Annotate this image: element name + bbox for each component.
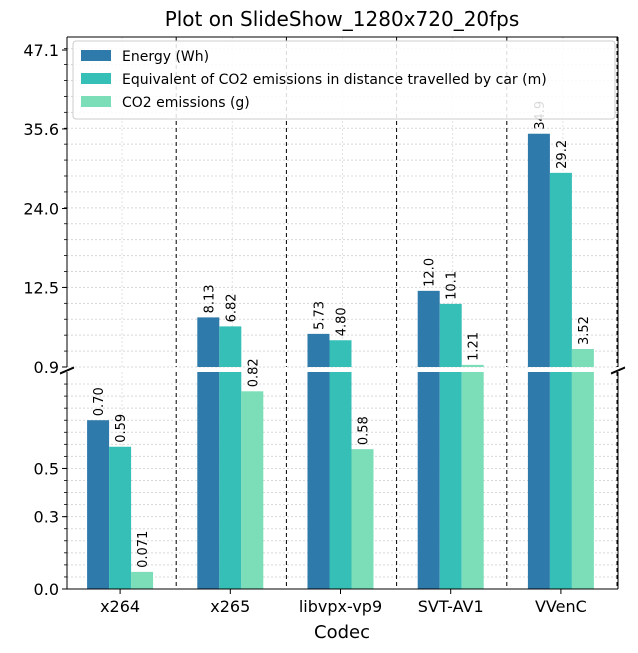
bar: [307, 372, 330, 589]
legend-entry-label: Energy (Wh): [122, 49, 209, 65]
bar: [241, 391, 264, 589]
legend-entry-label: CO2 emissions (g): [122, 95, 250, 111]
data-label: 5.73: [313, 301, 328, 330]
axis-break-mark: [59, 367, 75, 375]
bar: [571, 372, 594, 589]
bar: [571, 349, 594, 367]
bar: [197, 317, 220, 367]
bar: [527, 372, 550, 589]
bar: [219, 372, 242, 589]
bar: [461, 364, 484, 367]
data-label: 6.82: [224, 293, 239, 322]
legend-box: [72, 40, 616, 120]
data-label: 8.13: [202, 284, 217, 313]
bars: [87, 133, 594, 589]
bar: [527, 133, 550, 367]
bar: [307, 333, 330, 367]
y-tick-label: 35.6: [23, 120, 59, 139]
bar: [417, 372, 440, 589]
x-axis-label: Codec: [314, 622, 370, 643]
bar: [351, 449, 374, 589]
legend: Energy (Wh) Equivalent of CO2 emissions i…: [72, 40, 616, 120]
data-label: 10.1: [445, 271, 460, 300]
bar: [219, 326, 242, 367]
chart-title: Plot on SlideShow_1280x720_20fps: [165, 7, 520, 31]
axis-break-mark: [59, 366, 75, 374]
y-tick-label: 0.0: [34, 580, 59, 599]
bar: [439, 372, 462, 589]
data-label: 0.82: [246, 358, 261, 387]
x-tick-label: x265: [210, 597, 250, 616]
y-tick-label: 0.5: [34, 459, 59, 478]
y-tick-label: 0.9: [34, 358, 59, 377]
bar: [549, 372, 572, 589]
bar: [329, 372, 352, 589]
axis-ticks: 0.9 12.5 24.0 35.6 47.1 0.0 0.3 0.5 x264 x265 libv…: [23, 41, 586, 616]
x-tick-label: VVenC: [535, 597, 587, 616]
legend-swatch: [81, 96, 111, 107]
data-label: 29.2: [555, 140, 570, 169]
bar: [131, 571, 154, 589]
legend-entry-label: Equivalent of CO2 emissions in distance …: [122, 72, 547, 88]
data-label: 0.70: [92, 387, 107, 416]
bar: [329, 340, 352, 367]
data-label: 0.58: [357, 416, 372, 445]
bar: [439, 303, 462, 367]
bar: [417, 290, 440, 367]
data-label: 12.0: [423, 258, 438, 287]
y-tick-label: 47.1: [23, 41, 59, 60]
x-tick-label: libvpx-vp9: [299, 597, 382, 616]
data-label: 0.071: [136, 531, 151, 568]
bar: [461, 372, 484, 589]
bar: [197, 372, 220, 589]
x-tick-label: SVT-AV1: [418, 597, 484, 616]
legend-swatch: [81, 73, 111, 84]
x-tick-label: x264: [100, 597, 140, 616]
y-tick-label: 24.0: [23, 200, 59, 219]
bar: [549, 172, 572, 367]
legend-swatch: [81, 50, 111, 61]
data-label: 0.59: [114, 414, 129, 443]
data-label: 4.80: [335, 307, 350, 336]
data-label: 1.21: [467, 332, 482, 361]
y-tick-label: 0.3: [34, 508, 59, 527]
axis-break-mark: [610, 366, 626, 374]
axis-break-mark: [610, 367, 626, 375]
bar: [109, 446, 132, 589]
data-label: 3.52: [577, 316, 592, 345]
data-labels: 0.70 0.59 0.071 8.13 6.82 0.82 5.73 4.80 0.58 12.…: [92, 101, 592, 568]
category-separators: [175, 37, 618, 589]
bar: [87, 420, 110, 589]
y-tick-label: 12.5: [23, 278, 59, 297]
